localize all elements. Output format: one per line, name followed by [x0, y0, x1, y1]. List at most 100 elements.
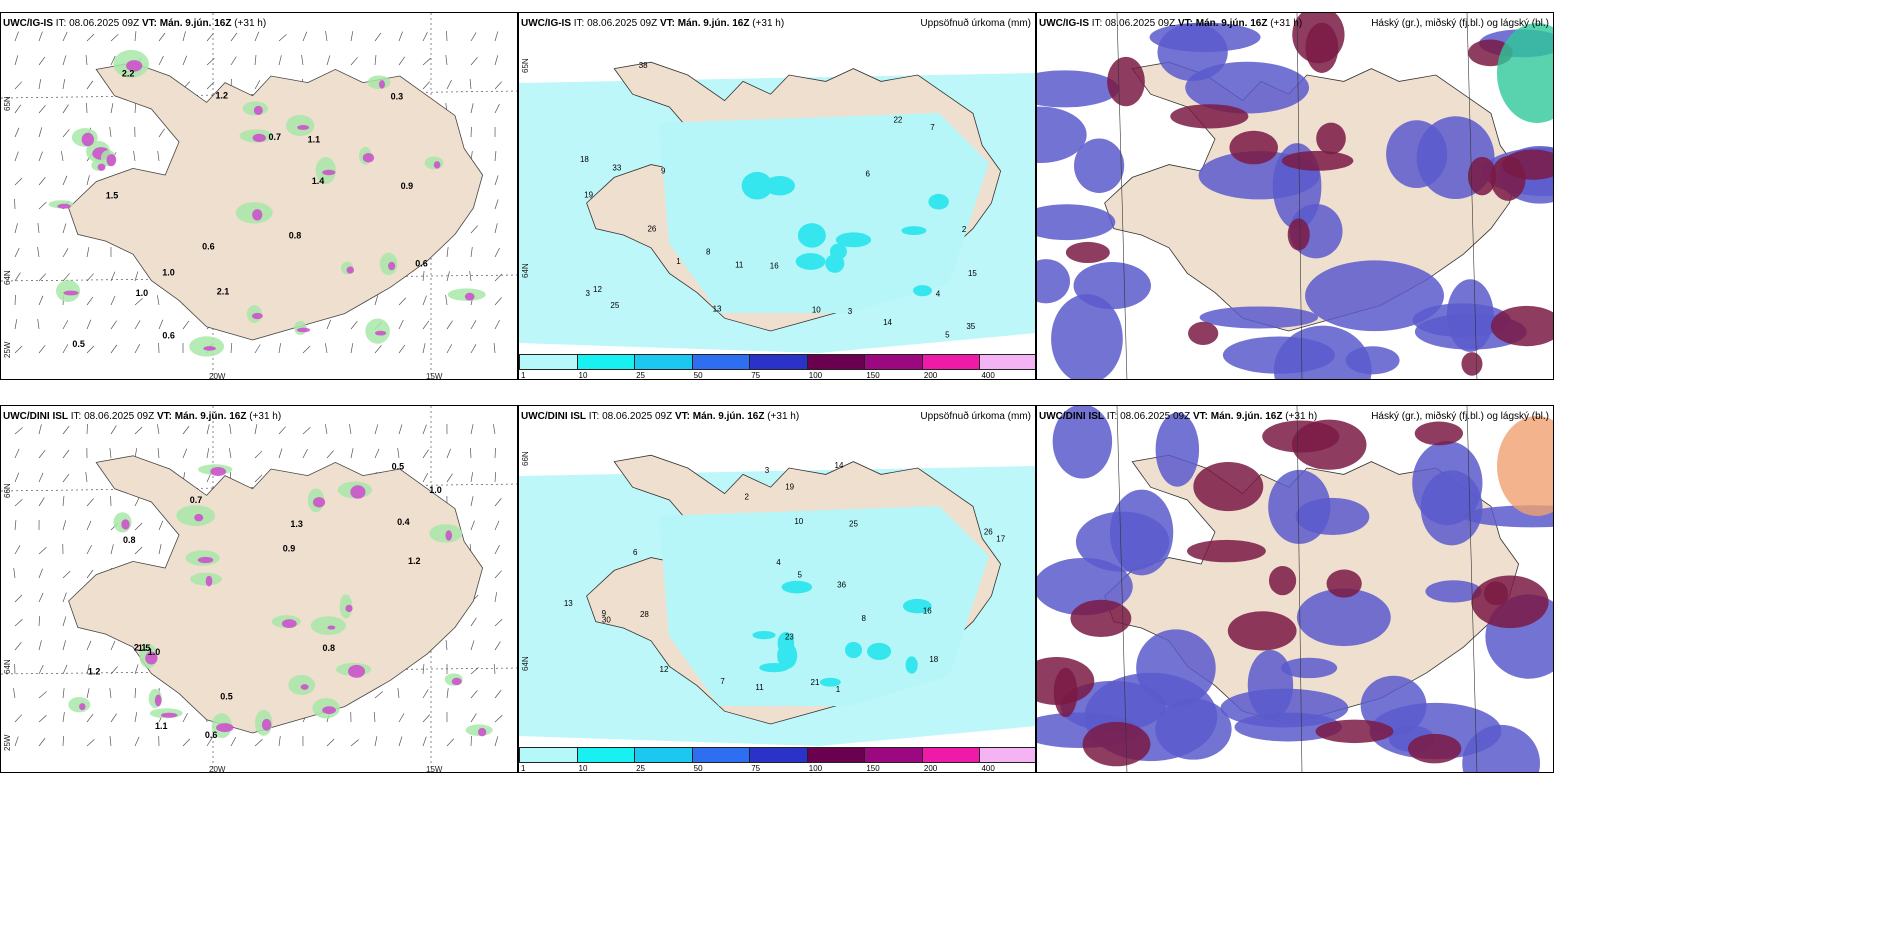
wind-barb: [470, 424, 474, 435]
wind-barb: [14, 594, 23, 603]
value-label: 16: [770, 262, 779, 271]
wind-barb: [326, 450, 334, 459]
wind-barb: [422, 343, 426, 354]
convective-area: [281, 619, 297, 629]
wind-barb: [38, 79, 42, 90]
wind-barb: [446, 688, 449, 699]
low-cloud-area: [1345, 346, 1400, 375]
wind-barb: [86, 175, 90, 186]
precip-heavy-area: [901, 226, 927, 236]
wind-barb: [422, 664, 425, 675]
wind-barb: [86, 345, 95, 354]
mid-cloud-area: [1262, 420, 1340, 453]
wind-barb: [86, 498, 94, 507]
wind-barb: [470, 57, 478, 66]
wind-barb: [158, 319, 164, 330]
convective-area: [161, 712, 178, 718]
wind-barb: [350, 57, 358, 66]
graticule-line: [1296, 406, 1303, 772]
wind-barb: [14, 472, 20, 483]
wind-barb: [470, 447, 472, 459]
wind-barb: [398, 297, 407, 306]
wind-barb: [422, 689, 429, 699]
wind-barb: [14, 247, 20, 258]
vt-label: VT:: [659, 18, 675, 29]
wind-barb: [182, 448, 188, 459]
convective-area: [63, 290, 79, 296]
wind-barb: [182, 55, 188, 66]
convective-area: [322, 169, 336, 176]
colorbar-swatch: [576, 354, 636, 370]
vt-value: Mán. 9.jún. 16Z: [1195, 18, 1268, 29]
panel-header: UWC/DINI ISL IT: 08.06.2025 09Z VT: Mán.…: [521, 411, 799, 422]
wind-barb: [397, 448, 400, 459]
graticule-line: [1, 90, 517, 99]
wind-barb: [38, 616, 41, 627]
wind-barb: [374, 736, 378, 747]
wind-barb: [38, 472, 44, 483]
wind-barb: [494, 592, 497, 603]
precip-heavy-area: [928, 193, 949, 210]
convective-area: [194, 513, 204, 522]
wind-barb: [182, 738, 191, 747]
wind-barb: [470, 520, 475, 531]
value-label: 0.6: [202, 242, 215, 252]
mid-cloud-area: [1326, 569, 1362, 598]
wind-barb: [62, 664, 68, 675]
wind-barb: [494, 31, 499, 42]
wind-barb: [470, 496, 474, 507]
iceland-land: [68, 455, 484, 734]
panel-title: Uppsöfnuð úrkoma (mm): [920, 18, 1031, 29]
precip-map-row2: 1325479141086122123183026362516171911281…: [519, 406, 1035, 772]
wind-barb: [14, 736, 19, 747]
value-label: 18: [929, 655, 938, 664]
colorbar-tick: 10: [578, 764, 588, 773]
wind-barb: [494, 570, 502, 579]
value-label: 4: [776, 558, 781, 567]
wind-barb: [206, 737, 213, 747]
wind-barb: [398, 31, 403, 42]
value-label: 0.5: [220, 692, 233, 702]
lead-time: (+31 h): [1285, 411, 1318, 422]
precip-area: [424, 156, 444, 170]
wind-barb: [493, 343, 496, 354]
graticule-line: [1, 483, 517, 492]
wind-barb: [229, 448, 232, 459]
wind-barb: [493, 664, 496, 675]
lon-label: 25W: [3, 734, 12, 751]
wind-barb: [134, 426, 143, 435]
wind-barb: [254, 474, 263, 483]
wind-barb: [349, 424, 352, 435]
it-label: IT:: [1106, 411, 1118, 422]
wind-barb: [38, 546, 47, 555]
convective-area: [216, 723, 234, 733]
value-label: 13: [564, 599, 573, 608]
precip-heavy-area: [819, 677, 841, 687]
low-cloud-area: [1052, 406, 1113, 479]
wind-barb: [62, 735, 64, 747]
mid-cloud-area: [1407, 733, 1462, 764]
value-label: 5: [797, 570, 802, 579]
colorbar-tick: 100: [808, 371, 823, 380]
value-label: 26: [984, 527, 993, 536]
wind-barb: [109, 736, 112, 747]
wind-barb: [494, 689, 502, 699]
wind-barb: [278, 448, 283, 459]
vt-label: VT:: [156, 411, 172, 422]
convective-area: [478, 727, 487, 737]
value-label: 10: [812, 305, 821, 314]
it-value: 08.06.2025 09Z: [84, 411, 155, 422]
low-cloud-area: [1037, 70, 1120, 108]
wind-barb: [14, 499, 23, 507]
value-label: 2: [744, 493, 749, 502]
wind-barb: [62, 248, 69, 258]
low-cloud-area: [1199, 306, 1319, 329]
colorbar-tick: 150: [866, 764, 880, 773]
wind-barb: [13, 688, 16, 699]
wind-barb: [134, 664, 139, 675]
value-label: 38: [639, 61, 648, 70]
it-label: IT:: [70, 411, 82, 422]
value-label: 5: [945, 330, 950, 339]
wind-barb: [230, 343, 233, 354]
